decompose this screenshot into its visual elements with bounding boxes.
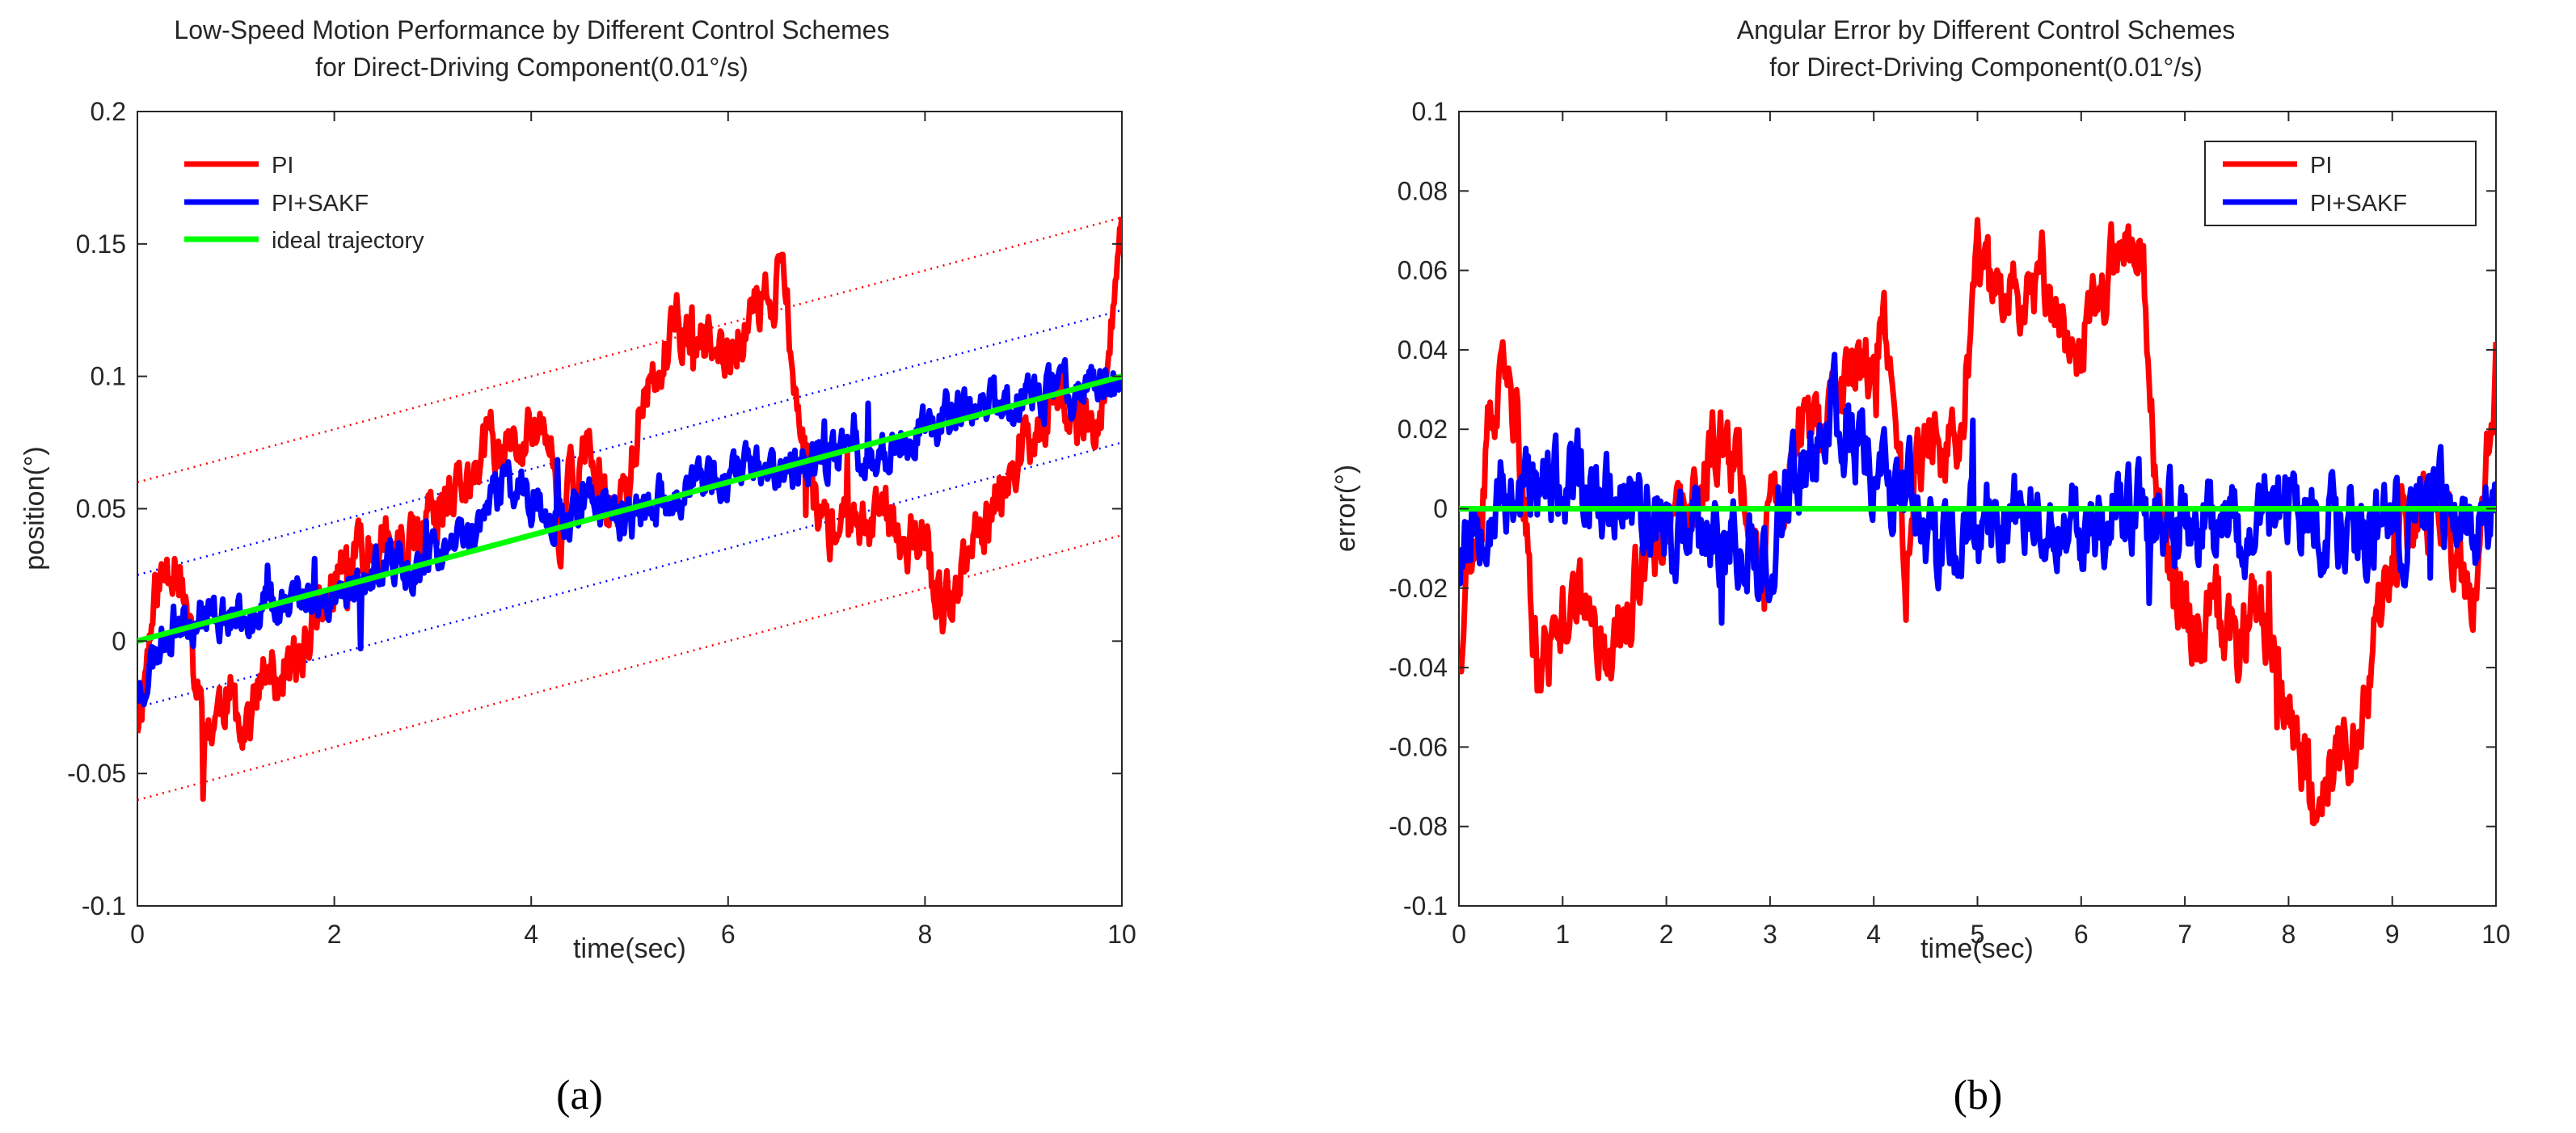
chart-b-legend: PI PI+SAKF — [2204, 141, 2477, 226]
chart-b-x-axis-label: time(sec) — [1920, 933, 2034, 964]
chart-a-y-tick-labels: -0.1 -0.05 0 0.05 0.1 0.15 0.2 — [67, 97, 126, 920]
chart-b-title-line2: for Direct-Driving Component(0.01°/s) — [1769, 53, 2203, 82]
chart-a-legend: PI PI+SAKF ideal trajectory — [184, 153, 424, 254]
x-tick-label-a: 0 — [130, 920, 145, 949]
x-tick-label-a: 6 — [721, 920, 736, 949]
x-tick-label-b: 2 — [1659, 920, 1674, 949]
x-tick-label-a: 8 — [918, 920, 933, 949]
series-line-b-pi — [1459, 217, 2496, 827]
chart-a-clipped — [137, 216, 1122, 802]
chart-b-x-tick-labels: 0 1 2 3 4 5 6 7 8 9 10 — [1452, 920, 2511, 949]
y-tick-label-b: 0.02 — [1398, 415, 1448, 444]
y-tick-label-a: -0.05 — [67, 759, 126, 788]
legend-b-label-pi-sakf: PI+SAKF — [2310, 191, 2407, 217]
legend-b-label-pi: PI — [2310, 153, 2332, 179]
y-tick-label-b: 0.06 — [1398, 256, 1448, 285]
chart-panel-b: Angular Error by Different Control Schem… — [1330, 15, 2511, 1118]
chart-b-title-line1: Angular Error by Different Control Schem… — [1737, 15, 2236, 44]
legend-a-label-pi: PI — [272, 153, 293, 179]
x-tick-label-b: 4 — [1866, 920, 1881, 949]
x-tick-label-b: 3 — [1763, 920, 1777, 949]
y-tick-label-b: -0.08 — [1389, 812, 1448, 841]
caption-a: (a) — [556, 1072, 603, 1118]
chart-a-title-line2: for Direct-Driving Component(0.01°/s) — [315, 53, 748, 82]
y-tick-label-a: -0.1 — [82, 891, 126, 920]
y-tick-label-a: 0.1 — [91, 362, 126, 391]
chart-b-y-tick-labels: -0.1 -0.08 -0.06 -0.04 -0.02 0 0.02 0.04 0.06 0.0… — [1389, 97, 1448, 920]
x-tick-label-b: 6 — [2074, 920, 2089, 949]
chart-b-clipped — [1459, 217, 2496, 827]
y-tick-label-b: 0.04 — [1398, 335, 1448, 364]
y-tick-label-a: 0.15 — [76, 230, 126, 259]
chart-a-title-line1: Low-Speed Motion Performance by Differen… — [174, 15, 889, 44]
x-tick-label-b: 7 — [2178, 920, 2192, 949]
x-tick-label-b: 9 — [2385, 920, 2400, 949]
x-tick-label-a: 10 — [1107, 920, 1136, 949]
chart-b-series — [1459, 217, 2496, 827]
chart-a-series — [137, 217, 1122, 802]
x-tick-label-b: 8 — [2282, 920, 2296, 949]
y-tick-label-a: 0 — [112, 626, 126, 655]
series-line-b-pi-sakf — [1459, 352, 2496, 626]
caption-b: (b) — [1954, 1072, 2003, 1118]
series-line-a-ideal-trajectory — [137, 373, 1122, 644]
x-tick-label-b: 10 — [2481, 920, 2511, 949]
chart-a-ticks — [137, 111, 1123, 907]
y-tick-label-a: 0.2 — [91, 97, 126, 126]
y-tick-label-b: -0.1 — [1403, 891, 1448, 920]
legend-a-label-ideal: ideal trajectory — [272, 228, 424, 254]
series-line-a-pi — [137, 217, 1122, 802]
chart-panel-a: Low-Speed Motion Performance by Differen… — [19, 15, 1136, 1118]
chart-a-x-axis-label: time(sec) — [573, 933, 686, 964]
chart-b-ticks — [1458, 111, 2497, 907]
y-tick-label-a: 0.05 — [76, 495, 126, 524]
x-tick-label-b: 0 — [1452, 920, 1466, 949]
y-tick-label-b: 0.1 — [1412, 97, 1448, 126]
x-tick-label-b: 5 — [1971, 920, 1985, 949]
x-tick-label-a: 2 — [327, 920, 342, 949]
x-tick-label-a: 4 — [524, 920, 538, 949]
y-tick-label-b: 0.08 — [1398, 176, 1448, 205]
chart-b-y-axis-label: error(°) — [1330, 465, 1361, 552]
chart-a-x-tick-labels: 0 2 4 6 8 10 — [130, 920, 1136, 949]
y-tick-label-b: -0.02 — [1389, 574, 1448, 603]
y-tick-label-b: 0 — [1433, 495, 1448, 524]
legend-a-label-pi-sakf: PI+SAKF — [272, 191, 369, 217]
y-tick-label-b: -0.04 — [1389, 653, 1448, 682]
x-tick-label-b: 1 — [1555, 920, 1570, 949]
legend-b-box — [2204, 141, 2477, 226]
chart-a-y-axis-label: position(°) — [19, 446, 50, 570]
y-tick-label-b: -0.06 — [1389, 732, 1448, 761]
